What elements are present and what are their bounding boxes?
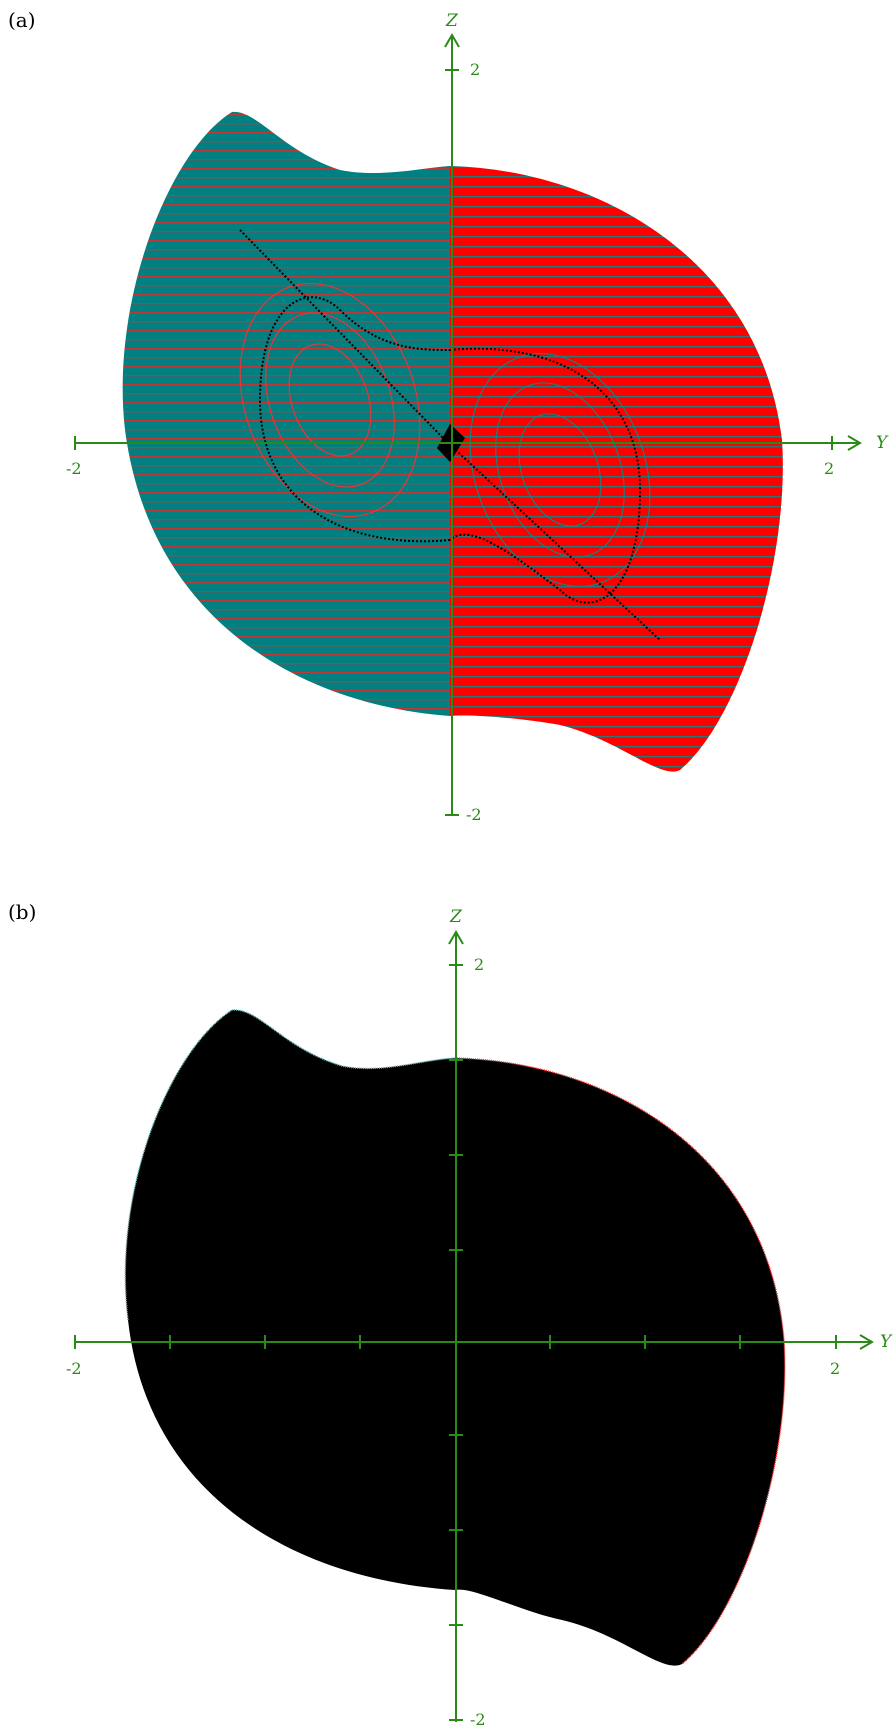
red-basin-region [450, 111, 783, 772]
basin-region-a [122, 111, 783, 772]
panel-a: (a) [0, 0, 894, 820]
y-tick-min-label: -2 [470, 1710, 486, 1728]
y-tick-max-label: 2 [470, 60, 480, 79]
x-tick-min-label: -2 [66, 1359, 82, 1378]
panel-b: (b) -2 2 Y 2 [0, 890, 894, 1728]
x-axis-label: Y [876, 433, 889, 453]
y-tick-max-label: 2 [474, 955, 484, 974]
y-axis-label: Z [449, 907, 463, 927]
axes-a [74, 33, 862, 816]
y-tick-min-label: -2 [466, 805, 482, 820]
y-axis-label: Z [445, 11, 459, 31]
basin-plot-b: -2 2 Y 2 -2 Z [66, 907, 893, 1728]
red-boundary [454, 1057, 786, 1665]
teal-basin-region [122, 111, 450, 772]
teal-boundary [124, 1009, 456, 1321]
axes-b [74, 930, 874, 1722]
panel-label: (b) [8, 900, 37, 924]
x-axis-label: Y [880, 1332, 893, 1352]
x-tick-max-label: 2 [824, 459, 834, 478]
x-tick-min-label: -2 [66, 459, 82, 478]
x-tick-max-label: 2 [830, 1359, 840, 1378]
basin-plot-a: -2 2 Y 2 -2 Z [66, 11, 889, 820]
panel-label: (a) [8, 8, 36, 32]
